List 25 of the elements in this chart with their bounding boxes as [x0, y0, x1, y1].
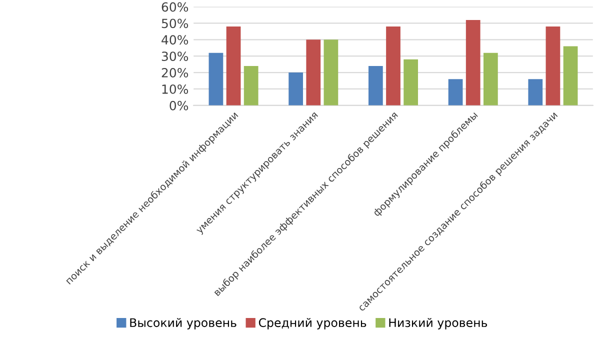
bar — [324, 40, 338, 106]
bar — [208, 52, 224, 106]
bar — [483, 52, 498, 106]
y-tick-label: 40% — [162, 35, 188, 45]
y-tick-label: 20% — [162, 68, 188, 78]
bar — [466, 20, 480, 106]
y-tick-label: 0% — [170, 100, 188, 110]
legend-label: Низкий уровень — [389, 318, 488, 330]
bar — [404, 59, 418, 106]
bar — [546, 26, 560, 106]
bar — [244, 66, 258, 106]
bar — [563, 46, 578, 106]
bar — [226, 26, 241, 106]
bar — [368, 66, 383, 106]
bar — [386, 26, 400, 106]
y-tick-label: 10% — [162, 84, 188, 94]
bar — [448, 79, 463, 106]
bar — [306, 40, 321, 106]
bar — [288, 72, 304, 106]
y-tick-label: 60% — [162, 2, 188, 12]
y-tick-label: 30% — [162, 52, 188, 62]
legend-label: Высокий уровень — [130, 318, 236, 330]
y-tick-label: 50% — [162, 18, 188, 28]
legend-label: Средний уровень — [258, 318, 366, 330]
bar — [528, 79, 543, 106]
